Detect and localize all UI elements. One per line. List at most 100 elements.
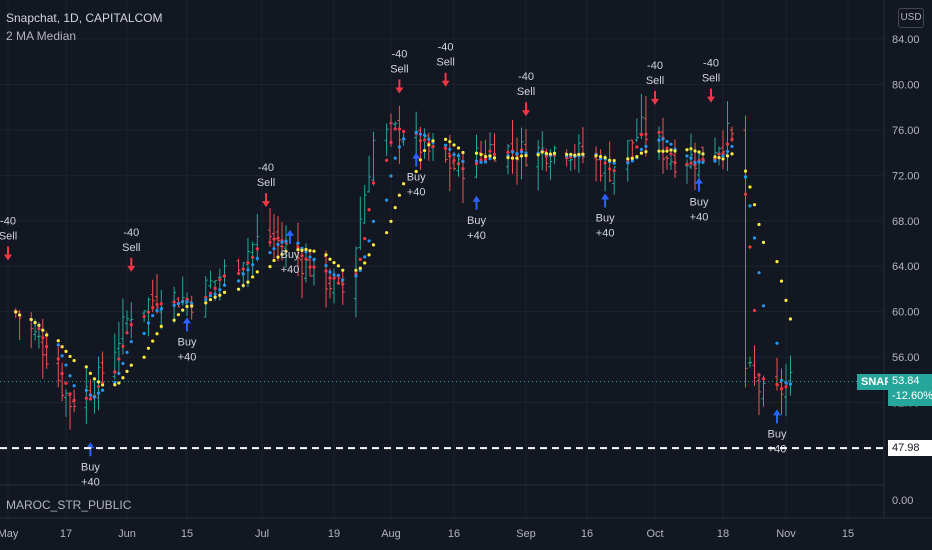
- sell-arrow-icon: [4, 246, 12, 261]
- price-bar: [697, 153, 701, 180]
- ma-dot: [612, 169, 616, 173]
- ma-dot: [506, 150, 510, 154]
- price-bar: [222, 259, 227, 285]
- ma-dot: [255, 256, 259, 260]
- ma-dot: [461, 159, 465, 164]
- signal-amount: -40: [258, 162, 274, 174]
- price-bar: [752, 345, 757, 386]
- ma-dot: [204, 297, 208, 302]
- ma-dot: [341, 268, 345, 272]
- price-bar: [673, 139, 677, 179]
- ma-dot: [37, 327, 41, 331]
- signal-amount: +40: [690, 212, 709, 224]
- sub-indicator-title[interactable]: MAROC_STR_PUBLIC: [6, 498, 132, 512]
- ma-dot: [72, 358, 76, 363]
- ma-dot: [276, 242, 280, 247]
- price-bar: [568, 157, 573, 171]
- price-bar: [155, 274, 159, 314]
- price-bar: [125, 310, 129, 333]
- ma-dot: [673, 149, 677, 153]
- horizontal-level-line[interactable]: [0, 381, 884, 450]
- ma-dot: [397, 145, 401, 149]
- ma-dot: [146, 346, 151, 350]
- ma-dot: [608, 167, 612, 171]
- time-scale[interactable]: May 17 Jun 15 Jul 19 Aug 16 Sep 16 Oct 18 Nov 15: [0, 528, 854, 540]
- ma-dot: [308, 248, 312, 253]
- time-tick-label: Nov: [776, 528, 796, 540]
- horizontal-level-tag: 47.98: [888, 440, 932, 457]
- ma-dot: [125, 369, 129, 373]
- ma-dot: [519, 154, 524, 158]
- ma-dot: [644, 132, 648, 136]
- ma-dot: [488, 154, 492, 158]
- ma-dot: [581, 152, 585, 156]
- indicator-title[interactable]: 2 MA Median: [6, 29, 77, 43]
- sell-signal: -40 Sell: [257, 162, 275, 208]
- ma-dot: [155, 332, 159, 336]
- sell-arrow-icon: [651, 90, 659, 105]
- ma-dot: [41, 336, 45, 340]
- signal-amount: +40: [768, 443, 787, 455]
- signal-amount: +40: [467, 230, 486, 242]
- buy-signal: Buy +40: [81, 442, 100, 488]
- ma-dot: [151, 339, 155, 343]
- price-bar: [598, 149, 603, 182]
- ma-dot: [693, 161, 697, 165]
- ma-dot: [725, 149, 730, 153]
- ma-dot: [312, 265, 316, 269]
- ma-dot: [565, 152, 569, 157]
- ma-dot: [456, 153, 461, 158]
- ma-dot: [644, 144, 648, 149]
- ma-dot: [452, 158, 456, 163]
- ma-dot: [60, 345, 64, 349]
- ma-dot: [251, 255, 255, 259]
- price-bar: [661, 117, 665, 174]
- currency-button[interactable]: USD: [898, 8, 924, 28]
- price-bar: [422, 128, 427, 160]
- time-tick-label: 15: [181, 528, 193, 540]
- ma-dot: [332, 273, 336, 277]
- buy-arrow-icon: [601, 193, 610, 208]
- sell-arrow-icon: [127, 257, 136, 272]
- ma-dot: [312, 249, 316, 253]
- price-bar: [510, 119, 515, 174]
- symbol-title[interactable]: Snapchat, 1D, CAPITALCOM: [6, 11, 163, 25]
- ma-dot: [241, 283, 245, 288]
- time-tick-label: 19: [328, 528, 340, 540]
- price-tick-label: 84.00: [892, 34, 920, 46]
- ma-dot: [308, 255, 312, 259]
- ma-dot: [60, 371, 64, 376]
- ma-dot: [444, 146, 448, 150]
- ma-dot: [685, 154, 689, 158]
- ma-dot: [181, 308, 185, 312]
- buy-arrow-icon: [412, 152, 421, 167]
- sell-arrow-icon: [522, 102, 530, 117]
- sell-signal: -40 Sell: [436, 42, 455, 87]
- ma-dot: [159, 302, 163, 306]
- signal-label: Sell: [702, 73, 720, 85]
- ma-dot: [393, 205, 397, 210]
- sell-signal: -40 Sell: [0, 216, 17, 261]
- sell-arrow-icon: [441, 72, 450, 87]
- signal-amount: +40: [178, 351, 197, 363]
- ma-dot: [701, 152, 705, 156]
- ma-dot: [64, 349, 68, 353]
- time-tick-label: Jun: [118, 528, 136, 540]
- buy-arrow-icon: [695, 177, 703, 192]
- ma-dot: [41, 328, 45, 332]
- ma-dot: [669, 152, 673, 156]
- ma-dot: [788, 382, 793, 386]
- ma-dot: [14, 310, 18, 314]
- ma-dot: [389, 174, 393, 178]
- ma-dot: [423, 148, 427, 153]
- ma-dot: [594, 154, 598, 158]
- ma-dot: [639, 147, 644, 151]
- price-bar: [447, 134, 452, 192]
- signal-amount: -40: [518, 71, 534, 83]
- ma-dot: [332, 261, 336, 265]
- ma-dot: [483, 157, 488, 162]
- price-scale[interactable]: 84.00 80.00 76.00 72.00 68.00 64.00 60.00 56.00…: [892, 34, 920, 507]
- ma-dot: [151, 314, 155, 318]
- ma-dot: [599, 154, 603, 159]
